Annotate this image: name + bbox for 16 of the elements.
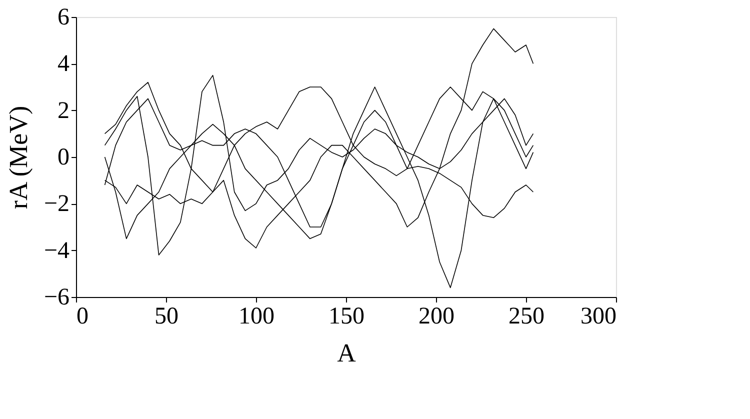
x-tick-label: 0 <box>76 304 88 330</box>
x-tick-label: 250 <box>508 304 544 330</box>
x-tick-label: 150 <box>328 304 364 330</box>
y-tick-label: 2 <box>58 98 70 124</box>
y-tick-label: 0 <box>58 144 70 170</box>
x-tick-label: 300 <box>580 304 616 330</box>
y-tick-label: −4 <box>44 238 70 264</box>
x-tick-label: 200 <box>418 304 454 330</box>
x-axis-title: A <box>337 338 356 368</box>
y-tick-label: −6 <box>44 284 70 310</box>
y-tick-label: −2 <box>44 191 70 218</box>
y-tick-label: 4 <box>58 51 70 78</box>
y-axis-title: rA (MeV) <box>4 106 33 210</box>
x-tick-label: 100 <box>238 304 274 330</box>
x-tick-label: 50 <box>154 304 178 330</box>
y-tick-label: 6 <box>58 4 70 30</box>
